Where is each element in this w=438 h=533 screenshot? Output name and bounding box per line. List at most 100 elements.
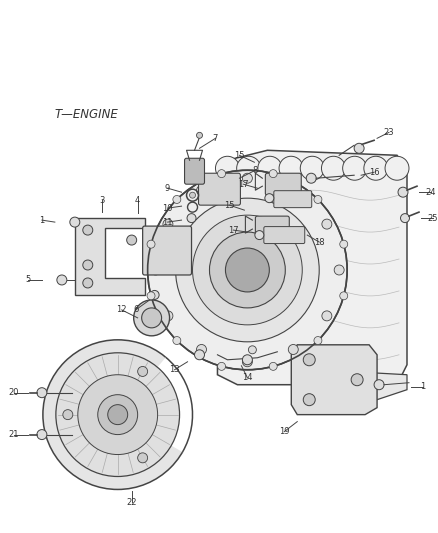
Text: 6: 6 — [133, 305, 138, 314]
Circle shape — [163, 311, 173, 321]
Circle shape — [197, 132, 202, 139]
Text: 5: 5 — [25, 276, 31, 285]
Circle shape — [151, 265, 161, 275]
Circle shape — [56, 353, 180, 477]
Circle shape — [322, 311, 332, 321]
Text: 7: 7 — [213, 134, 218, 143]
Circle shape — [194, 350, 205, 360]
Text: 8: 8 — [253, 166, 258, 175]
Circle shape — [193, 215, 302, 325]
Circle shape — [400, 214, 410, 223]
FancyBboxPatch shape — [274, 191, 312, 208]
Circle shape — [37, 387, 47, 398]
FancyBboxPatch shape — [264, 227, 305, 244]
Circle shape — [43, 340, 193, 489]
Circle shape — [215, 156, 240, 180]
Circle shape — [269, 362, 277, 370]
Text: 3: 3 — [99, 196, 104, 205]
Circle shape — [334, 265, 344, 275]
Text: 20: 20 — [9, 388, 19, 397]
Circle shape — [190, 192, 195, 198]
Circle shape — [279, 156, 303, 180]
Text: 13: 13 — [169, 365, 180, 374]
Polygon shape — [317, 370, 407, 400]
Polygon shape — [75, 218, 145, 295]
Circle shape — [258, 156, 282, 180]
Circle shape — [265, 193, 274, 203]
Text: 14: 14 — [242, 373, 253, 382]
Circle shape — [303, 354, 315, 366]
Circle shape — [306, 173, 316, 183]
Circle shape — [340, 240, 348, 248]
Circle shape — [351, 374, 363, 386]
Text: 25: 25 — [427, 214, 438, 223]
Circle shape — [209, 232, 285, 308]
Text: 15: 15 — [234, 151, 245, 160]
Text: 9: 9 — [165, 184, 170, 193]
Text: 4: 4 — [135, 196, 140, 205]
Circle shape — [269, 169, 277, 177]
Polygon shape — [291, 345, 377, 415]
Circle shape — [127, 235, 137, 245]
Circle shape — [83, 225, 93, 235]
Circle shape — [147, 292, 155, 300]
Text: 17: 17 — [238, 180, 249, 189]
Circle shape — [248, 346, 256, 354]
Text: 19: 19 — [279, 427, 290, 436]
Text: 11: 11 — [162, 217, 173, 227]
Polygon shape — [183, 180, 283, 350]
Circle shape — [322, 219, 332, 229]
Circle shape — [300, 156, 324, 180]
Circle shape — [70, 217, 80, 227]
Text: 24: 24 — [426, 188, 436, 197]
Text: 1: 1 — [420, 382, 426, 391]
Circle shape — [150, 290, 159, 300]
Circle shape — [242, 355, 252, 365]
Circle shape — [63, 410, 73, 419]
Circle shape — [398, 187, 408, 197]
Circle shape — [141, 308, 162, 328]
Circle shape — [134, 300, 170, 336]
Circle shape — [321, 156, 346, 180]
Circle shape — [148, 170, 347, 370]
FancyBboxPatch shape — [255, 216, 289, 236]
Circle shape — [255, 231, 264, 239]
Circle shape — [226, 248, 269, 292]
Circle shape — [78, 375, 158, 455]
Circle shape — [176, 198, 319, 342]
Circle shape — [314, 336, 322, 344]
FancyBboxPatch shape — [265, 173, 301, 195]
Text: T—ENGINE: T—ENGINE — [55, 108, 119, 122]
Circle shape — [340, 292, 348, 300]
Text: 1: 1 — [39, 216, 45, 224]
Text: 22: 22 — [127, 498, 137, 507]
Circle shape — [364, 156, 388, 180]
Wedge shape — [118, 356, 194, 453]
Circle shape — [242, 173, 252, 183]
Circle shape — [197, 185, 206, 196]
Circle shape — [343, 156, 367, 180]
Circle shape — [37, 430, 47, 440]
Circle shape — [83, 278, 93, 288]
Circle shape — [173, 336, 181, 344]
Circle shape — [83, 260, 93, 270]
Circle shape — [288, 185, 298, 196]
Text: 10: 10 — [162, 204, 173, 213]
Circle shape — [314, 196, 322, 204]
Circle shape — [197, 344, 206, 354]
Circle shape — [187, 214, 196, 223]
Text: 16: 16 — [369, 168, 379, 177]
Circle shape — [218, 362, 226, 370]
Circle shape — [385, 156, 409, 180]
Circle shape — [108, 405, 128, 425]
Text: 23: 23 — [384, 128, 394, 137]
Circle shape — [237, 156, 261, 180]
Circle shape — [173, 196, 181, 204]
FancyBboxPatch shape — [198, 173, 240, 205]
Circle shape — [138, 453, 148, 463]
Text: 12: 12 — [117, 305, 127, 314]
Circle shape — [147, 240, 155, 248]
Circle shape — [57, 275, 67, 285]
Circle shape — [98, 394, 138, 434]
Circle shape — [242, 357, 252, 367]
